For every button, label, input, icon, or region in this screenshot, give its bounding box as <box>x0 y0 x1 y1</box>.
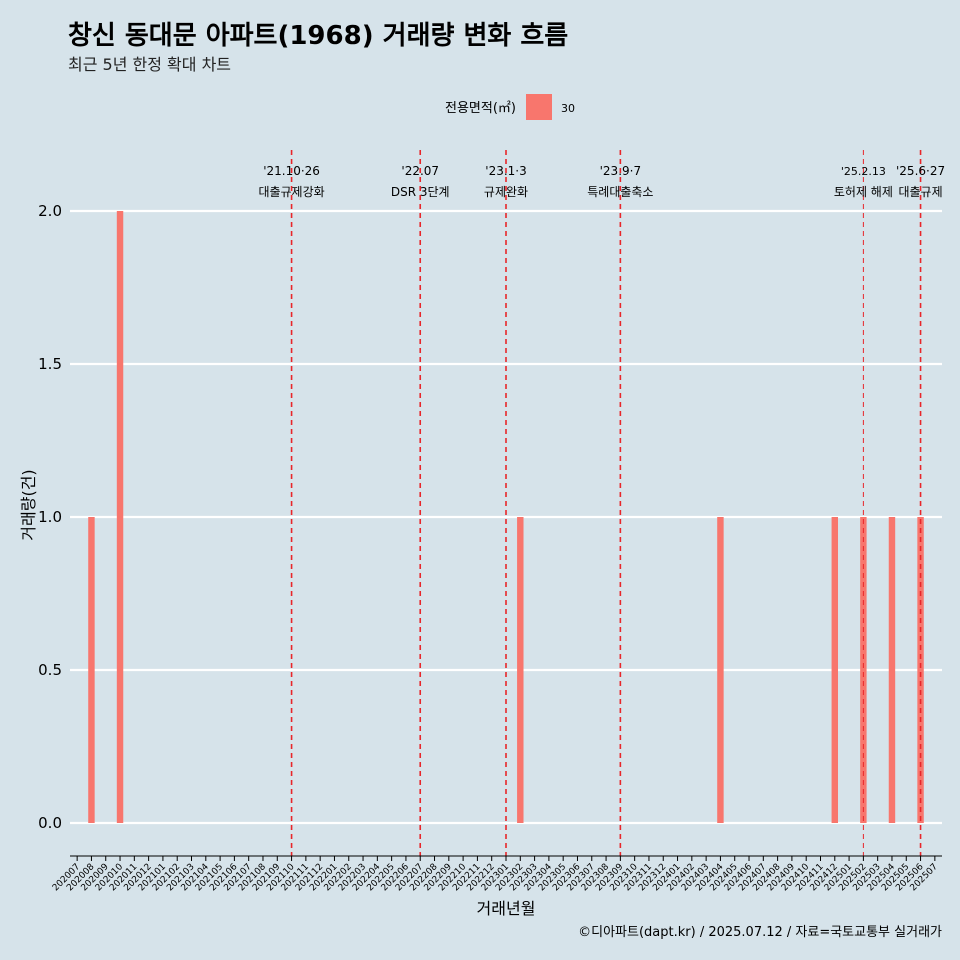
annotation-label: 특례대출축소 <box>587 185 653 199</box>
x-axis: 2020072020082020092020102020112020122021… <box>51 855 942 893</box>
y-tick-label: 0.0 <box>38 814 62 832</box>
chart-title: 창신 동대문 아파트(1968) 거래량 변화 흐름 <box>68 21 568 51</box>
legend: 전용면적(㎡) 30 <box>445 94 575 120</box>
bar <box>860 517 867 823</box>
y-tick-label: 2.0 <box>38 202 62 220</box>
bar <box>517 517 524 823</box>
annotation-date: '22.07 <box>401 164 439 178</box>
bar <box>917 517 924 823</box>
y-axis-title: 거래량(건) <box>19 469 38 540</box>
annotation-lines: '21.10·26 대출규제강화 '22.07 DSR 3단계 '23.1·3 규제완화 '… <box>258 150 945 856</box>
y-tick-label: 0.5 <box>38 661 62 679</box>
annotation-date: '21.10·26 <box>263 164 320 178</box>
x-axis-title: 거래년월 <box>477 899 536 918</box>
bar <box>717 517 724 823</box>
caption: ©디아파트(dapt.kr) / 2025.07.12 / 자료=국토교통부 실… <box>578 925 942 940</box>
annotation-label: 규제완화 <box>484 185 528 199</box>
bar <box>116 211 124 823</box>
y-axis-ticks: 0.0 0.5 1.0 1.5 2.0 <box>38 202 62 832</box>
annotation-date: '25.6·27 <box>896 164 945 178</box>
annotation-date: '23.9·7 <box>600 164 641 178</box>
annotation-label: DSR 3단계 <box>391 185 450 199</box>
bars <box>88 211 924 823</box>
y-tick-label: 1.0 <box>38 508 62 526</box>
bar <box>888 517 896 823</box>
legend-swatch <box>526 94 552 120</box>
chart-subtitle: 최근 5년 한정 확대 차트 <box>68 55 231 74</box>
annotation-label: 대출규제 <box>898 185 942 199</box>
bar <box>88 517 95 823</box>
annotation-date: '25.2.13 <box>841 165 886 178</box>
legend-label: 30 <box>561 102 575 115</box>
annotation-label: 토허제 해제 <box>834 185 893 199</box>
bar <box>831 517 839 823</box>
y-tick-label: 1.5 <box>38 355 62 373</box>
legend-title: 전용면적(㎡) <box>445 101 516 116</box>
gridlines <box>70 209 942 825</box>
annotation-label: 대출규제강화 <box>258 185 324 199</box>
annotation-date: '23.1·3 <box>485 164 526 178</box>
